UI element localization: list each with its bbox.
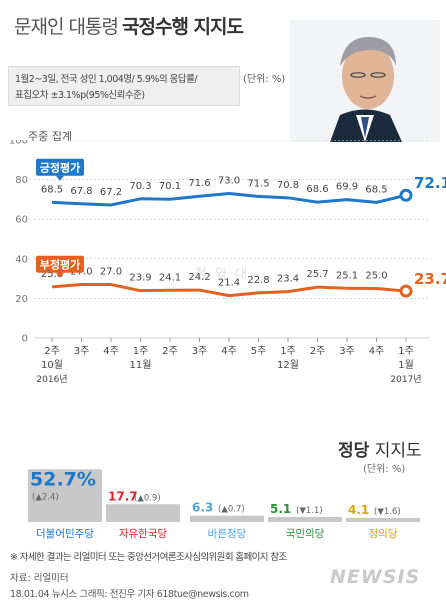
x-week-label: 1주	[133, 346, 149, 357]
x-year-label: 2017년	[390, 374, 421, 385]
x-week-label: 5주	[251, 346, 267, 357]
x-month-label: 11월	[130, 359, 152, 371]
president-portrait-image	[290, 20, 440, 142]
data-label: 69.9	[336, 182, 358, 193]
x-week-label: 3주	[339, 346, 355, 357]
party-chart-title-main: 정당	[338, 441, 370, 461]
approval-line-chart: 청 와 대 100 80 60 40 20 0 2주 3주 4주 1주 2주 3주 4주 5주 1주 2주 3주 4…	[9, 140, 446, 385]
data-label: 23.4	[277, 274, 299, 285]
data-label: 73.0	[218, 175, 240, 186]
data-label: 25.0	[365, 271, 387, 282]
watermark-text: 청 와 대	[195, 267, 249, 282]
series-line-negative	[51, 283, 407, 298]
survey-info-line-1: 1월2~3일, 전국 성인 1,004명/ 5.9%의 응답률/	[15, 74, 198, 85]
party-value-label: 52.7%	[30, 468, 96, 490]
source-label: 자료: 리얼미터	[10, 573, 69, 584]
party-bar	[106, 504, 180, 522]
party-change-label: (▲2.4)	[32, 492, 59, 502]
legend-tag-pointer	[56, 175, 64, 181]
data-label-final: 23.7%	[414, 270, 446, 288]
x-week-label: 4주	[103, 346, 119, 357]
data-label: 71.6	[188, 178, 210, 189]
y-tick-label: 20	[15, 294, 28, 305]
y-tick-label: 80	[15, 175, 28, 186]
legend-tag-label: 긍정평가	[40, 161, 80, 175]
x-week-label: 2주	[44, 346, 60, 357]
data-label: 24.2	[188, 272, 210, 283]
party-value-label: 5.1	[270, 502, 291, 516]
data-point-final	[399, 188, 413, 202]
party-name-label: 바른정당	[208, 528, 247, 540]
survey-info-box: 1월2~3일, 전국 성인 1,004명/ 5.9%의 응답률/ 표집오차 ±3…	[8, 66, 240, 106]
series-line-positive	[51, 191, 407, 207]
data-label: 22.8	[247, 275, 269, 286]
party-change-label: (▲0.9)	[134, 493, 161, 503]
survey-info-line-2: 표집오차 ±3.1%p(95%신뢰수준)	[15, 90, 145, 101]
y-tick-label: 40	[15, 254, 28, 265]
party-name-label: 자유한국당	[119, 528, 168, 540]
party-support-bar-chart: 52.7% (▲2.4) 더불어민주당 17.7(▲0.9) 자유한국당 6.3 (▲0.7…	[28, 468, 420, 540]
x-week-label: 3주	[192, 346, 208, 357]
data-label: 68.5	[41, 184, 63, 195]
party-chart-title-sub: 지지도	[374, 441, 422, 461]
x-week-label: 4주	[221, 346, 237, 357]
legend-tag-label: 부정평가	[40, 258, 80, 272]
data-label: 25.8	[41, 269, 63, 280]
party-chart-title: 정당 지지도	[338, 436, 422, 461]
data-label: 25.7	[306, 269, 328, 280]
party-bar	[28, 469, 102, 522]
party-bar	[190, 515, 264, 522]
x-week-label: 1주	[280, 346, 296, 357]
data-label-final: 72.1%	[414, 174, 446, 192]
data-label: 70.1	[159, 181, 181, 192]
y-tick-label: 60	[15, 215, 28, 226]
party-change-label: (▼1.6)	[374, 507, 401, 517]
party-name-label: 더불어민주당	[36, 528, 94, 540]
data-label: 27.0	[100, 267, 122, 278]
party-change-label: (▼1.1)	[296, 506, 323, 516]
data-label: 70.8	[277, 180, 299, 191]
credit-label: 18.01.04 뉴시스 그래픽: 전진우 기자 618tue@newsis.c…	[10, 589, 249, 600]
page-title: 국정수행 지지도	[122, 16, 244, 38]
party-bar	[268, 516, 342, 522]
legend-tag-pointer	[56, 272, 64, 278]
x-month-label: 12월	[277, 359, 299, 371]
x-month-label: 1월	[398, 359, 414, 371]
data-label: 70.3	[129, 181, 151, 192]
x-week-label: 1주	[398, 346, 414, 357]
data-label: 24.1	[159, 272, 181, 283]
data-label: 23.9	[129, 273, 151, 284]
party-chart-unit: (단위: %)	[363, 464, 406, 475]
page-title-prefix: 문재인 대통령	[14, 16, 119, 38]
party-value-label: 4.1	[348, 503, 369, 517]
party-name-label: 국민의당	[286, 528, 325, 540]
x-year-label: 2016년	[36, 374, 67, 385]
x-week-label: 2주	[162, 346, 178, 357]
data-label: 68.6	[306, 184, 328, 195]
legend-tag-bg	[36, 158, 84, 176]
data-point-final	[399, 284, 413, 298]
data-label: 21.4	[218, 278, 240, 289]
newsis-logo: NEWSIS	[330, 566, 421, 588]
y-tick-label: 0	[22, 334, 28, 345]
data-label: 71.5	[247, 178, 269, 189]
x-week-label: 3주	[74, 346, 90, 357]
party-value-label: 17.7	[108, 489, 138, 503]
data-label: 25.1	[336, 270, 358, 281]
x-week-label: 4주	[369, 346, 385, 357]
unit-label: (단위: %)	[243, 74, 286, 85]
party-value-label: 6.3	[192, 501, 213, 515]
x-month-label: 10월	[41, 359, 63, 371]
footnote: ※ 자세한 결과는 리얼미터 또는 중앙선거여론조사심의위원회 홈페이지 참조	[10, 552, 287, 563]
y-tick-label: 100	[9, 140, 28, 147]
party-change-label: (▲0.7)	[218, 505, 245, 515]
x-week-label: 2주	[310, 346, 326, 357]
party-name-label: 정의당	[369, 528, 398, 540]
party-bar	[346, 517, 420, 522]
data-label: 67.2	[100, 187, 122, 198]
data-label: 67.8	[70, 186, 92, 197]
data-label: 68.5	[365, 184, 387, 195]
legend-tag-bg	[36, 255, 84, 273]
